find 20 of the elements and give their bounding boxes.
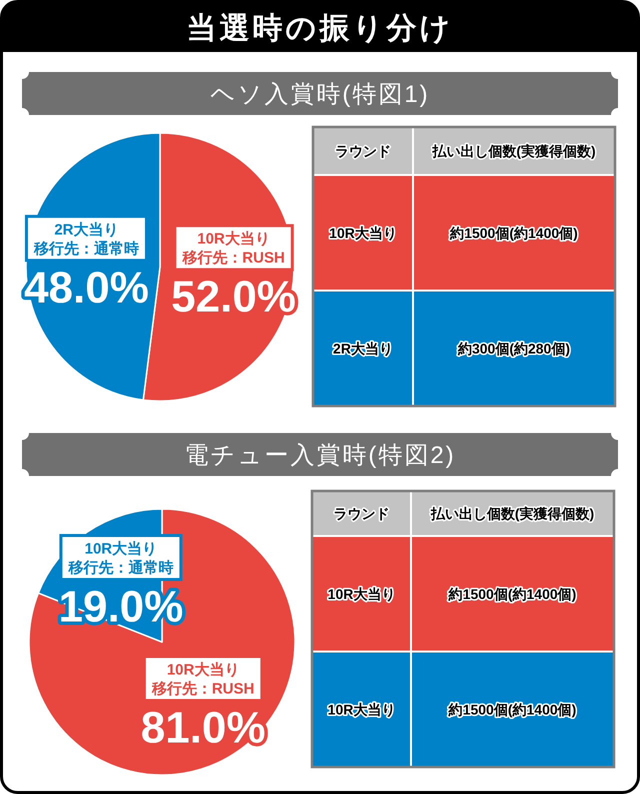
text: 10R大当り: [328, 701, 396, 718]
data-label: 81.0%: [140, 704, 266, 752]
text: 払い出し個数(実獲得個数): [431, 143, 596, 159]
text: ラウンド: [335, 143, 391, 159]
text: 10R大当り: [329, 224, 397, 241]
slice-label: 10R大当り移行先：RUSH: [150, 662, 254, 698]
text: 10R大当り: [328, 586, 396, 602]
text: 2R大当り: [333, 340, 393, 356]
slice-label: 10R大当り移行先：通常時: [67, 540, 174, 576]
text: 払い出し個数(実獲得個数): [430, 506, 594, 522]
text: 約300個(約280個): [456, 340, 570, 356]
text: 約1500個(約1400個): [448, 586, 576, 602]
chart-title: 電チュー入賞時(特図2): [184, 442, 456, 469]
slice-label: 10R大当り移行先：RUSH: [181, 230, 285, 267]
slice-label: 2R大当り移行先：通常時: [32, 221, 139, 258]
text: 約1500個(約1400個): [449, 224, 578, 241]
text: 約1500個(約1400個): [448, 701, 576, 718]
text: ラウンド: [334, 506, 390, 522]
chart-subtitle: ヘソ入賞時(特図1): [210, 81, 430, 108]
chart-title: 当選時の振り分け: [186, 12, 454, 45]
